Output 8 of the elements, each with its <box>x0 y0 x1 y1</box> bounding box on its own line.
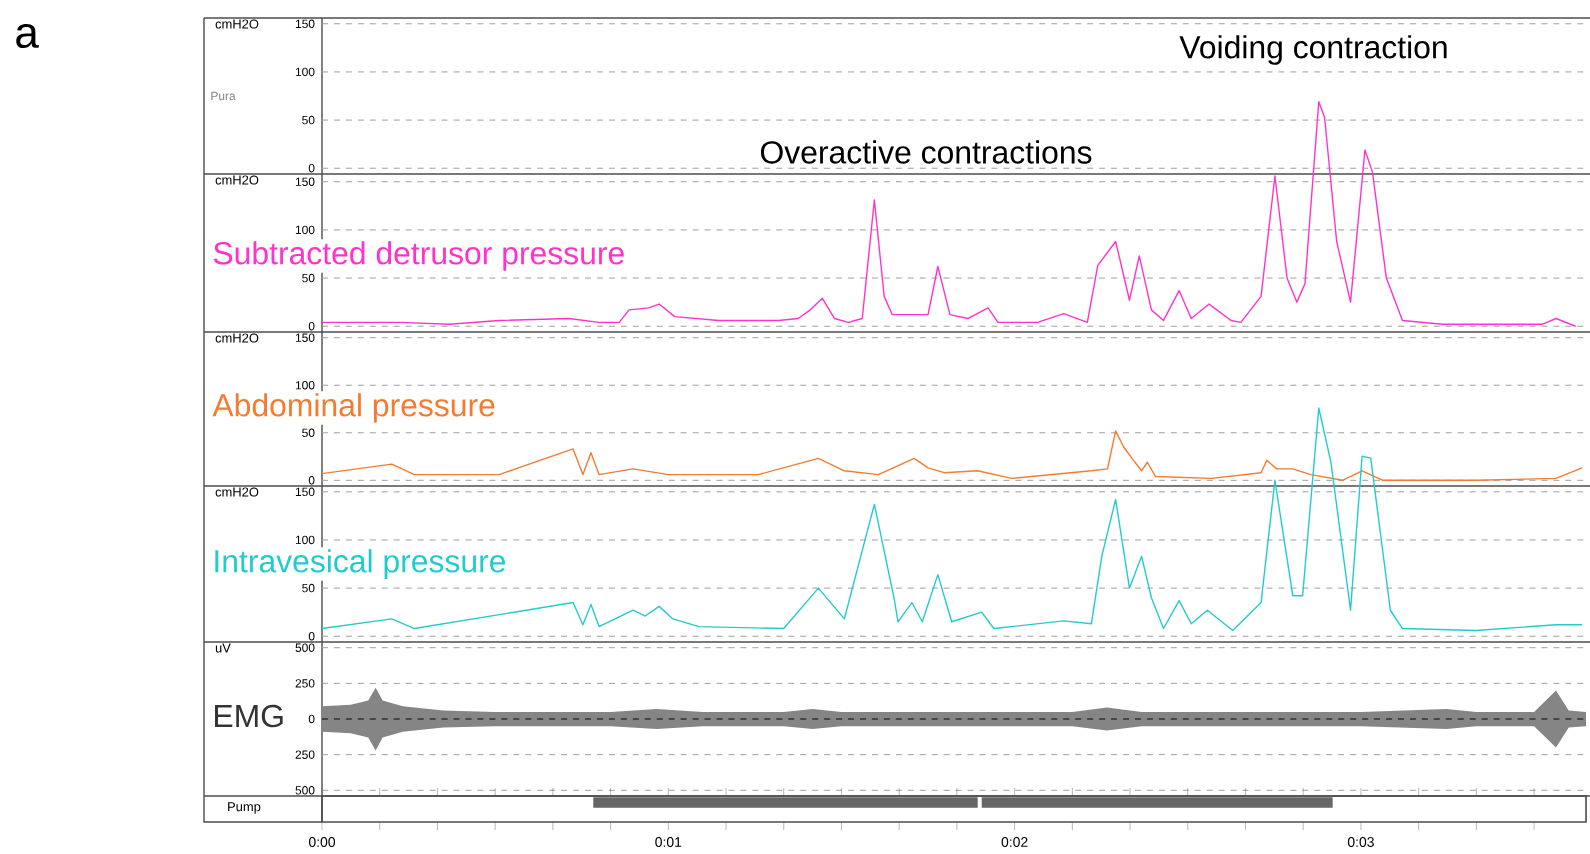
series-label: Subtracted detrusor pressure <box>213 241 624 271</box>
series-label: EMG <box>215 704 283 728</box>
text: a <box>16 23 39 49</box>
annotation: Overactive contractions <box>760 140 1092 164</box>
series-label: Intravesical pressure <box>215 549 506 579</box>
annotation: Voiding contraction <box>1179 35 1447 65</box>
series-label: Abdominal pressure <box>212 393 495 423</box>
line-series <box>322 430 1583 481</box>
